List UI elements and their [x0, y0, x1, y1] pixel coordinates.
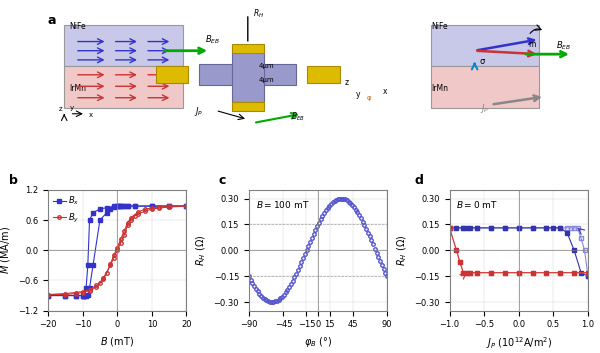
X-axis label: $J_P$ (10$^{12}$A/m$^2$): $J_P$ (10$^{12}$A/m$^2$) — [485, 335, 552, 351]
Text: m: m — [529, 40, 536, 49]
$B_y$ — [155, 206, 163, 210]
Text: z: z — [345, 78, 349, 87]
$B_y$ — [131, 214, 138, 218]
Text: x: x — [383, 87, 388, 96]
Line: $B_y$: $B_y$ — [46, 204, 188, 296]
FancyBboxPatch shape — [431, 66, 539, 108]
$B_y$ — [183, 204, 190, 208]
$B_x$ — [148, 204, 155, 208]
Text: b: b — [9, 174, 18, 187]
$B_x$ — [115, 204, 122, 208]
$B_x$ — [124, 204, 131, 208]
Text: NiFe: NiFe — [70, 22, 86, 31]
$B_y$ — [44, 292, 52, 297]
$B_x$ — [84, 263, 91, 268]
Text: y: y — [70, 105, 74, 111]
FancyBboxPatch shape — [199, 65, 296, 85]
X-axis label: $\varphi_B$ (°): $\varphi_B$ (°) — [304, 335, 332, 349]
$B_x$ — [166, 204, 173, 208]
$B_x$ — [103, 205, 110, 210]
FancyBboxPatch shape — [232, 44, 264, 53]
FancyBboxPatch shape — [156, 66, 188, 83]
$B_y$ — [93, 285, 100, 289]
$B_x$ — [86, 218, 93, 222]
$B_x$ — [62, 293, 69, 298]
$B_y$ — [124, 223, 131, 227]
Text: d: d — [415, 174, 424, 187]
Text: $J_P$: $J_P$ — [194, 105, 203, 118]
$B_y$ — [100, 276, 107, 280]
Text: $J_P$: $J_P$ — [480, 102, 490, 115]
Line: $B_x$: $B_x$ — [46, 204, 188, 297]
Text: y: y — [356, 90, 360, 98]
FancyBboxPatch shape — [64, 25, 183, 66]
Text: $B_{EB}$: $B_{EB}$ — [291, 110, 305, 123]
$B_x$ — [113, 204, 121, 208]
Y-axis label: $R_H$ (Ω): $R_H$ (Ω) — [395, 234, 409, 266]
$B_x$ — [131, 204, 138, 208]
Text: σ: σ — [480, 58, 485, 66]
Y-axis label: $R_H$ (Ω): $R_H$ (Ω) — [194, 234, 208, 266]
$B_y$ — [113, 248, 121, 252]
$B_y$ — [107, 263, 114, 268]
X-axis label: $B$ (mT): $B$ (mT) — [100, 335, 134, 348]
$B_x$ — [183, 204, 190, 208]
$B_x$ — [117, 204, 124, 208]
FancyBboxPatch shape — [232, 47, 264, 102]
Text: $B = 0$ mT: $B = 0$ mT — [457, 199, 499, 210]
Text: $R_H$: $R_H$ — [253, 7, 265, 20]
$B_x$ — [81, 293, 88, 298]
$B_y$ — [121, 233, 128, 237]
$B_y$ — [166, 205, 173, 209]
Legend: $B_x$, $B_y$: $B_x$, $B_y$ — [52, 194, 80, 226]
Text: z: z — [59, 107, 62, 113]
$B_y$ — [142, 209, 149, 213]
$B_x$ — [44, 293, 52, 298]
Text: c: c — [218, 174, 226, 187]
$B_y$ — [110, 256, 118, 260]
$B_y$ — [72, 292, 79, 296]
$B_x$ — [82, 286, 89, 290]
Text: $B = 100$ mT: $B = 100$ mT — [256, 199, 309, 210]
$B_x$ — [72, 293, 79, 298]
Text: $B_{EB}$: $B_{EB}$ — [556, 40, 571, 52]
$B_y$ — [117, 241, 124, 245]
Text: 4μm: 4μm — [259, 63, 274, 69]
Text: 4μm: 4μm — [259, 77, 274, 83]
Text: φ: φ — [367, 95, 371, 101]
Text: IrMn: IrMn — [70, 84, 86, 93]
$B_x$ — [79, 293, 86, 298]
$B_x$ — [121, 204, 128, 208]
$B_y$ — [127, 218, 134, 222]
$B_x$ — [110, 204, 118, 209]
FancyBboxPatch shape — [64, 66, 183, 108]
Text: $B_{EB}$: $B_{EB}$ — [205, 34, 220, 46]
$B_y$ — [86, 288, 93, 293]
$B_y$ — [62, 292, 69, 297]
$B_x$ — [97, 207, 104, 211]
$B_x$ — [89, 210, 97, 215]
Text: a: a — [48, 14, 56, 27]
Text: IrMn: IrMn — [431, 84, 448, 93]
Text: x: x — [89, 112, 92, 118]
$B_y$ — [79, 291, 86, 295]
Text: NiFe: NiFe — [431, 22, 448, 31]
$B_y$ — [148, 207, 155, 211]
Y-axis label: $M$ (MA/m): $M$ (MA/m) — [0, 226, 13, 274]
FancyBboxPatch shape — [431, 25, 539, 66]
FancyBboxPatch shape — [307, 66, 340, 83]
$B_y$ — [134, 212, 142, 216]
FancyBboxPatch shape — [232, 102, 264, 112]
